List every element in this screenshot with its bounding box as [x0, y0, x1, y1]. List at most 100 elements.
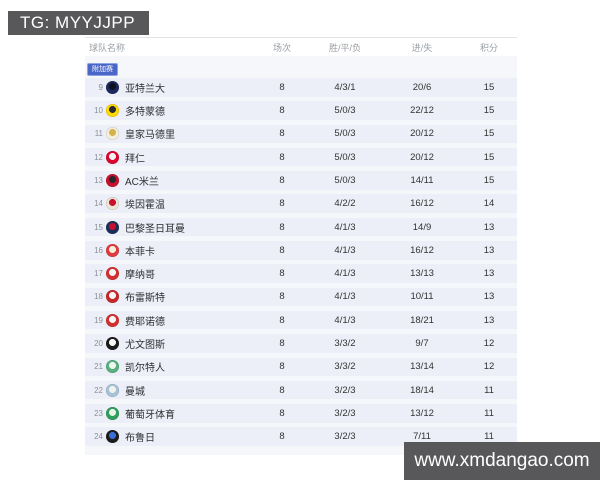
team-cell: 10 多特蒙德: [85, 103, 257, 118]
table-row[interactable]: 13 AC米兰 8 5/0/3 14/11 15: [85, 171, 517, 190]
watermark-bottom-bar: www.xmdangao.com: [404, 442, 600, 480]
team-rank: 22: [94, 385, 103, 395]
team-rank: 12: [94, 152, 103, 162]
matches-played-cell: 8: [279, 268, 285, 280]
matches-played-cell: 8: [279, 105, 285, 117]
table-row[interactable]: 15 巴黎圣日耳曼 8 4/1/3 14/9 13: [85, 217, 517, 237]
win-draw-loss-cell: 5/0/3: [334, 174, 356, 186]
points-cell: 13: [483, 244, 495, 256]
team-rank: 14: [94, 199, 103, 209]
team-cell: 22 曼城: [85, 383, 257, 398]
table-row[interactable]: 9 亚特兰大 8 4/3/1 20/6 15: [85, 78, 517, 97]
table-row[interactable]: 12 拜仁 8 5/0/3 20/12 15: [85, 147, 517, 167]
table-row[interactable]: 11 皇家马德里 8 5/0/3 20/12 15: [85, 124, 517, 144]
team-name: 拜仁: [125, 153, 145, 165]
win-draw-loss-cell: 5/0/3: [334, 151, 356, 163]
points-cell: 15: [483, 81, 495, 93]
table-row[interactable]: 19 费耶诺德 8 4/1/3 18/21 13: [85, 310, 517, 330]
matches-played-cell: 8: [279, 291, 285, 303]
team-logo-icon: [106, 80, 119, 94]
points-cell: 15: [483, 105, 495, 117]
team-cell: 20 尤文图斯: [85, 336, 257, 351]
team-logo-icon: [106, 173, 119, 187]
matches-played-cell: 8: [279, 128, 285, 140]
win-draw-loss-cell: 3/3/2: [334, 338, 356, 350]
team-logo-icon: [106, 243, 119, 257]
column-header-points: 积分: [479, 42, 498, 53]
team-rank: 15: [94, 222, 103, 232]
team-name: AC米兰: [125, 176, 159, 188]
team-cell: 19 费耶诺德: [85, 313, 257, 328]
table-row[interactable]: 18 布雷斯特 8 4/1/3 10/11 13: [85, 287, 517, 307]
team-rank: 24: [94, 432, 103, 442]
team-rank: 20: [94, 339, 103, 349]
team-name: 凯尔特人: [125, 363, 165, 375]
goals-for-against-cell: 13/13: [410, 268, 434, 280]
table-row[interactable]: 24 布鲁日 8 3/2/3 7/11 11: [85, 427, 517, 446]
table-row[interactable]: 17 摩纳哥 8 4/1/3 13/13 13: [85, 264, 517, 283]
win-draw-loss-cell: 5/0/3: [334, 105, 356, 117]
win-draw-loss-cell: 3/3/2: [334, 361, 356, 373]
team-name: 亚特兰大: [125, 83, 165, 95]
team-logo-icon: [106, 290, 119, 304]
win-draw-loss-cell: 4/3/1: [334, 81, 356, 93]
goals-for-against-cell: 10/11: [410, 291, 434, 303]
table-row[interactable]: 21 凯尔特人 8 3/3/2 13/14 12: [85, 357, 517, 377]
team-logo-icon: [106, 150, 119, 164]
team-rank: 17: [94, 269, 103, 279]
goals-for-against-cell: 20/12: [410, 151, 434, 163]
table-row[interactable]: 22 曼城 8 3/2/3 18/14 11: [85, 380, 517, 400]
team-cell: 21 凯尔特人: [85, 359, 257, 374]
team-name: 摩纳哥: [125, 270, 155, 282]
table-header-row: 球队名称 场次 胜/平/负 进/失 积分: [85, 37, 517, 56]
goals-for-against-cell: 13/12: [410, 407, 434, 419]
matches-played-cell: 8: [279, 431, 285, 443]
team-cell: 24 布鲁日: [85, 429, 257, 444]
goals-for-against-cell: 16/12: [410, 244, 434, 256]
points-cell: 11: [484, 384, 494, 396]
team-cell: 9 亚特兰大: [85, 80, 257, 95]
matches-played-cell: 8: [279, 384, 285, 396]
goals-for-against-cell: 13/14: [410, 361, 434, 373]
watermark-top-text: TG: MYYJJPP: [20, 13, 136, 32]
points-cell: 15: [483, 151, 495, 163]
matches-played-cell: 8: [279, 244, 285, 256]
win-draw-loss-cell: 3/2/3: [334, 384, 356, 396]
points-cell: 15: [483, 128, 495, 140]
table-row[interactable]: 14 埃因霍温 8 4/2/2 16/12 14: [85, 194, 517, 213]
team-logo-icon: [106, 267, 119, 281]
team-logo-icon: [106, 127, 119, 141]
win-draw-loss-cell: 4/1/3: [334, 244, 356, 256]
watermark-bottom-text: www.xmdangao.com: [414, 450, 590, 471]
win-draw-loss-cell: 4/1/3: [334, 291, 356, 303]
team-logo-icon: [106, 220, 119, 234]
matches-played-cell: 8: [279, 221, 285, 233]
win-draw-loss-cell: 3/2/3: [334, 407, 356, 419]
matches-played-cell: 8: [279, 407, 285, 419]
team-rank: 13: [94, 175, 103, 185]
goals-for-against-cell: 18/21: [410, 314, 434, 326]
goals-for-against-cell: 20/6: [412, 81, 432, 93]
goals-for-against-cell: 7/11: [413, 431, 431, 443]
team-name: 埃因霍温: [125, 200, 165, 212]
team-logo-icon: [106, 383, 119, 397]
column-header-goals: 进/失: [411, 42, 433, 53]
win-draw-loss-cell: 4/1/3: [334, 221, 356, 233]
team-name: 皇家马德里: [125, 130, 175, 142]
table-row[interactable]: 16 本菲卡 8 4/1/3 16/12 13: [85, 241, 517, 260]
points-cell: 13: [483, 221, 495, 233]
column-header-wdl: 胜/平/负: [328, 42, 361, 53]
team-cell: 17 摩纳哥: [85, 266, 257, 281]
points-cell: 15: [483, 174, 495, 186]
team-logo-icon: [106, 337, 119, 351]
table-row[interactable]: 23 葡萄牙体育 8 3/2/3 13/12 11: [85, 404, 517, 423]
win-draw-loss-cell: 5/0/3: [334, 128, 356, 140]
team-rank: 19: [94, 315, 103, 325]
matches-played-cell: 8: [279, 361, 285, 373]
team-logo-icon: [106, 104, 119, 118]
goals-for-against-cell: 14/9: [412, 221, 432, 233]
team-rank: 21: [94, 362, 103, 372]
table-row[interactable]: 10 多特蒙德 8 5/0/3 22/12 15: [85, 101, 517, 120]
table-row[interactable]: 20 尤文图斯 8 3/3/2 9/7 12: [85, 334, 517, 353]
team-logo-icon: [106, 360, 119, 374]
